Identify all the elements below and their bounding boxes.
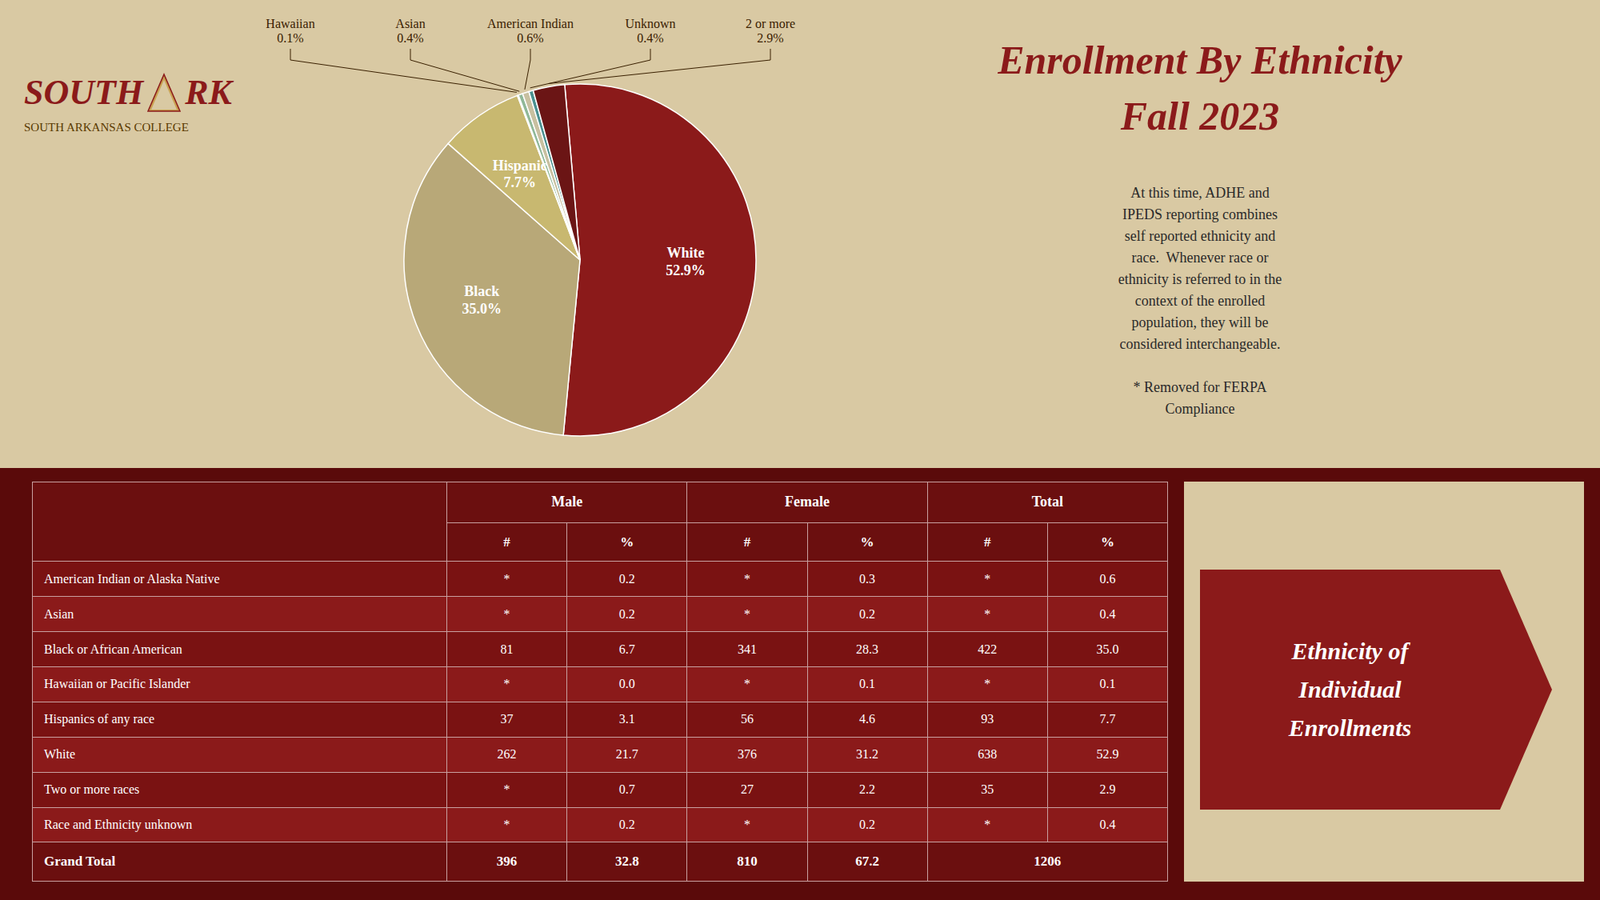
html-text:0.1: 0.1	[859, 677, 876, 691]
html-text:Two or more races: Two or more races	[44, 782, 140, 797]
html-text:0.7: 0.7	[619, 782, 636, 797]
html-text:Enrollment By Ethnicity: Enrollment By Ethnicity	[997, 37, 1403, 83]
html-text:35.0: 35.0	[1096, 642, 1119, 656]
html-text:396: 396	[496, 853, 518, 869]
html-text:0.2: 0.2	[619, 817, 636, 832]
svg-text:2 or more2.9%: 2 or more2.9%	[745, 16, 796, 45]
html-text:422: 422	[977, 642, 997, 656]
svg-text:Unknown0.4%: Unknown0.4%	[624, 16, 676, 45]
html-text:0.2: 0.2	[859, 817, 876, 832]
html-text:0.2: 0.2	[859, 606, 876, 621]
html-text:3.1: 3.1	[619, 712, 636, 726]
html-text:White: White	[44, 747, 76, 761]
html-text:0.3: 0.3	[859, 571, 876, 586]
html-text:Hispanics of any race: Hispanics of any race	[44, 712, 155, 726]
svg-text:Hispanic7.7%: Hispanic7.7%	[492, 157, 548, 192]
svg-text:White52.9%: White52.9%	[665, 244, 706, 279]
html-text:Total: Total	[1031, 493, 1064, 510]
html-text:Black or African American: Black or African American	[44, 642, 183, 656]
svg-text:Asian0.4%: Asian0.4%	[395, 16, 425, 45]
html-text:Race and Ethnicity unknown: Race and Ethnicity unknown	[44, 817, 193, 832]
html-text:21.7: 21.7	[615, 747, 639, 761]
html-text:31.2: 31.2	[856, 747, 879, 761]
html-text:0.6: 0.6	[1099, 571, 1116, 586]
html-text:376: 376	[737, 747, 757, 761]
html-text:Grand Total: Grand Total	[44, 853, 116, 869]
html-text:341: 341	[737, 642, 757, 656]
html-text:37: 37	[500, 712, 514, 726]
html-text:52.9: 52.9	[1096, 747, 1119, 761]
html-text:0.2: 0.2	[619, 606, 636, 621]
html-text:Ethnicity of Individual Enroll: Ethnicity of Individual Enrollments	[1288, 637, 1412, 741]
svg-text:Black35.0%: Black35.0%	[461, 283, 502, 317]
html-text:67.2: 67.2	[855, 853, 880, 869]
html-text:27: 27	[740, 782, 754, 797]
html-text:810: 810	[736, 853, 758, 869]
svg-text:Hawaiian0.1%: Hawaiian0.1%	[265, 16, 315, 45]
html-text:SOUTH: SOUTH	[24, 72, 144, 112]
html-text:93: 93	[980, 712, 994, 726]
html-text:RK: RK	[184, 72, 232, 112]
html-text:0.4: 0.4	[1099, 817, 1116, 832]
svg-text:American Indian0.6%: American Indian0.6%	[487, 16, 574, 45]
html-text:2.2: 2.2	[859, 782, 876, 797]
html-text:0.2: 0.2	[619, 571, 636, 586]
html-text:Male: Male	[551, 493, 583, 510]
html-text:56: 56	[740, 712, 754, 726]
html-text:35: 35	[980, 782, 994, 797]
html-text:Hawaiian or Pacific Islander: Hawaiian or Pacific Islander	[44, 677, 191, 691]
html-text:Asian: Asian	[44, 606, 74, 621]
html-text:262: 262	[497, 747, 517, 761]
html-text:6.7: 6.7	[619, 642, 636, 656]
html-text:0.4: 0.4	[1099, 606, 1116, 621]
html-text:7.7: 7.7	[1099, 712, 1116, 726]
html-text:4.6: 4.6	[859, 712, 876, 726]
html-text:At this time, ADHE and IPEDS r: At this time, ADHE and IPEDS reporting c…	[1118, 184, 1282, 417]
html-text:0.0: 0.0	[619, 677, 636, 691]
html-text:81: 81	[500, 642, 514, 656]
html-text:Female: Female	[784, 493, 830, 510]
html-text:0.1: 0.1	[1099, 677, 1116, 691]
html-text:28.3: 28.3	[856, 642, 879, 656]
html-text:Fall 2023: Fall 2023	[1120, 93, 1280, 139]
html-text:32.8: 32.8	[615, 853, 639, 869]
html-text:1206: 1206	[1033, 853, 1062, 869]
html-text:2.9: 2.9	[1099, 782, 1116, 797]
html-text:638: 638	[977, 747, 997, 761]
html-text:American Indian or Alaska Nati: American Indian or Alaska Native	[44, 571, 220, 586]
html-text:SOUTH ARKANSAS COLLEGE: SOUTH ARKANSAS COLLEGE	[24, 120, 189, 134]
